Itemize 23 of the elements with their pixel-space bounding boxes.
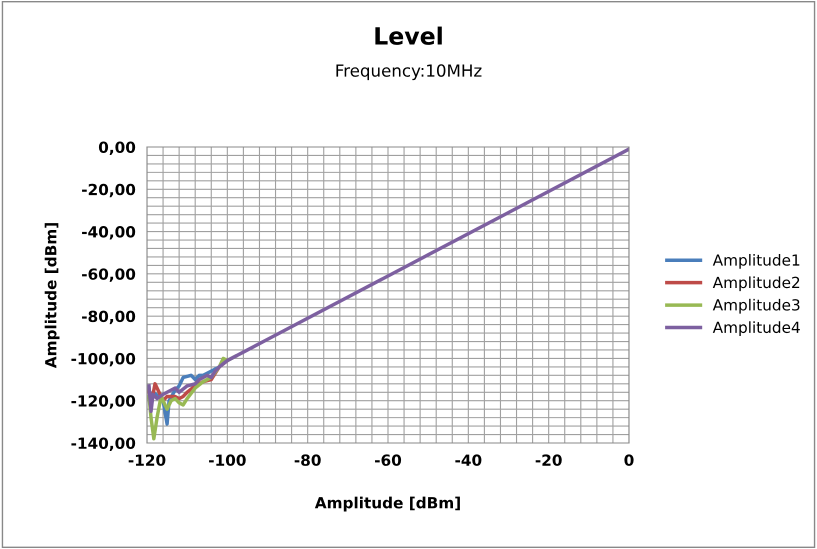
y-tick-label: -140,00	[71, 437, 136, 451]
x-tick-label: -120	[128, 454, 166, 466]
y-tick-label: -80,00	[82, 310, 136, 324]
chart-title: Level	[375, 26, 442, 45]
x-tick-label: 0	[624, 454, 634, 466]
y-tick-label: -20,00	[82, 184, 136, 198]
x-tick-label: -100	[209, 454, 246, 466]
legend-label: Amplitude1	[712, 254, 800, 269]
y-tick-label: 0,00	[98, 141, 136, 155]
y-axis-title: Amplitude [dBm]	[44, 223, 60, 368]
y-tick-label: -60,00	[82, 268, 136, 282]
x-tick-label: -60	[375, 454, 402, 466]
y-tick-label: -120,00	[71, 395, 136, 409]
legend-label: Amplitude4	[712, 321, 800, 336]
legend-label: Amplitude3	[712, 298, 800, 314]
y-tick-label: -40,00	[82, 226, 136, 240]
x-axis-title: Amplitude [dBm]	[314, 496, 460, 512]
y-tick-label: -100,00	[71, 352, 136, 366]
x-tick-label: -80	[294, 454, 321, 466]
chart-subtitle: Frequency:10MHz	[336, 64, 482, 80]
x-tick-label: -20	[536, 454, 562, 466]
x-tick-label: -40	[455, 454, 482, 466]
legend-label: Amplitude2	[712, 276, 800, 292]
